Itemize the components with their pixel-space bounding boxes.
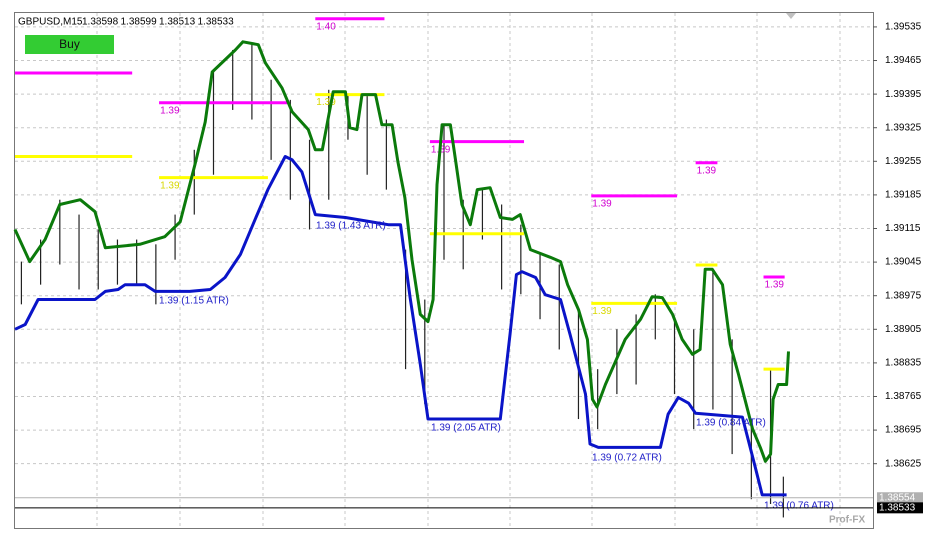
level-label: 1.39 xyxy=(160,180,180,191)
y-tick-label: 1.38765 xyxy=(885,391,922,402)
level-label: 1.39 xyxy=(592,306,612,317)
level-label: 1.39 xyxy=(316,97,336,108)
buy-button[interactable]: Buy xyxy=(25,35,114,54)
y-tick-label: 1.39325 xyxy=(885,122,922,133)
y-tick-label: 1.39045 xyxy=(885,257,922,268)
level-label: 1.39 xyxy=(765,280,785,291)
y-tick-label: 1.39255 xyxy=(885,156,922,167)
header-price: 1.38513 xyxy=(159,17,196,28)
level-label: 1.40 xyxy=(316,21,336,32)
y-tick-label: 1.38695 xyxy=(885,425,922,436)
price-tag-box xyxy=(877,502,923,514)
header-price: 1.38599 xyxy=(121,17,158,28)
indicator-line xyxy=(14,155,787,497)
header-price: 1.38598 xyxy=(82,17,119,28)
atr-annotation: 1.39 (0.72 ATR) xyxy=(592,453,662,464)
watermark: Prof-FX xyxy=(829,515,865,526)
y-tick-label: 1.39115 xyxy=(885,223,921,234)
symbol: GBPUSD,M15 xyxy=(18,17,83,28)
atr-annotation: 1.39 (0.84 ATR) xyxy=(696,418,766,429)
level-label: 1.39 xyxy=(697,165,717,176)
level-label: 1.39 xyxy=(160,105,180,116)
y-tick-label: 1.39185 xyxy=(885,190,922,201)
y-tick-label: 1.38625 xyxy=(885,458,922,469)
scroll-marker xyxy=(786,13,796,19)
level-label: 1.39 xyxy=(592,199,612,210)
y-tick-label: 1.39395 xyxy=(885,89,922,100)
price-tag: 1.38554 xyxy=(879,492,916,503)
atr-annotation: 1.39 (2.05 ATR) xyxy=(431,423,501,434)
indicator-line xyxy=(13,40,790,463)
price-tag-box xyxy=(877,492,923,504)
y-tick-label: 1.39535 xyxy=(885,22,922,33)
header-price: 1.38533 xyxy=(198,17,235,28)
y-tick-label: 1.38905 xyxy=(885,324,922,335)
y-tick-label: 1.39465 xyxy=(885,55,922,66)
atr-annotation: 1.39 (1.43 ATR) xyxy=(316,221,386,232)
y-tick-label: 1.38835 xyxy=(885,358,922,369)
y-tick-label: 1.38975 xyxy=(885,290,922,301)
plot-frame xyxy=(14,12,874,529)
price-tag: 1.38533 xyxy=(879,502,916,513)
atr-annotation: 1.39 (0.76 ATR) xyxy=(764,501,834,512)
atr-annotation: 1.39 (1.15 ATR) xyxy=(159,296,229,307)
